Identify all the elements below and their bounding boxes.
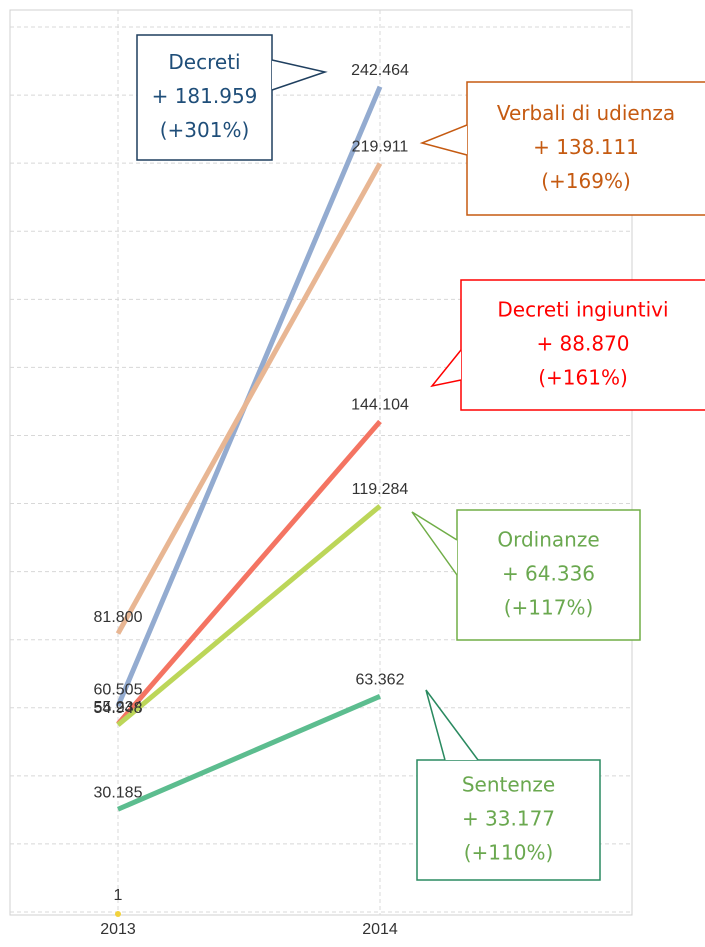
callout-text: (+169%) [541, 169, 631, 193]
value-label: 144.104 [351, 397, 409, 414]
series-line [116, 504, 382, 727]
callout-pointer [419, 124, 468, 156]
callout-pointer [411, 511, 458, 576]
callout-text: (+301%) [160, 118, 250, 142]
value-label: 81.800 [94, 609, 143, 626]
callout-text: + 33.177 [462, 807, 555, 831]
callout-text: Decreti ingiuntivi [497, 298, 668, 322]
value-label: 119.284 [352, 481, 409, 498]
value-label: 219.911 [352, 139, 409, 156]
callout-box [460, 279, 705, 411]
callout-text: Sentenze [462, 773, 555, 797]
series-line [117, 694, 381, 812]
value-label: 63.362 [356, 672, 405, 689]
callout-box [416, 759, 601, 881]
callout-text: (+161%) [538, 366, 628, 390]
callout-box [456, 509, 641, 641]
value-label: 30.185 [94, 784, 143, 801]
value-label: 54.948 [94, 700, 143, 717]
series-line [116, 419, 382, 726]
callout-text: (+110%) [464, 841, 554, 865]
x-tick-label: 2013 [100, 921, 136, 938]
callout-pointer [430, 349, 462, 388]
callout-pointer [425, 689, 479, 761]
callout-text: + 64.336 [502, 562, 595, 586]
callout-text: Decreti [168, 50, 240, 74]
callout-text: + 88.870 [536, 332, 629, 356]
callout-text: (+117%) [504, 596, 594, 620]
x-tick-label: 2014 [362, 921, 398, 938]
value-label: 60.505 [94, 681, 143, 698]
series-line [115, 162, 383, 635]
callout-pointer-fill [272, 60, 325, 90]
callout-pointer-fill [422, 125, 467, 155]
callout-text: + 181.959 [152, 84, 258, 108]
callout-box [136, 34, 273, 161]
callout-pointer [271, 59, 328, 91]
callout-text: Ordinanze [497, 528, 599, 552]
value-label: 242.464 [351, 62, 409, 79]
value-label: 1 [114, 887, 123, 904]
callout-text: + 138.111 [533, 135, 639, 159]
series-point [115, 910, 121, 917]
callout-text: Verbali di udienza [497, 101, 675, 125]
